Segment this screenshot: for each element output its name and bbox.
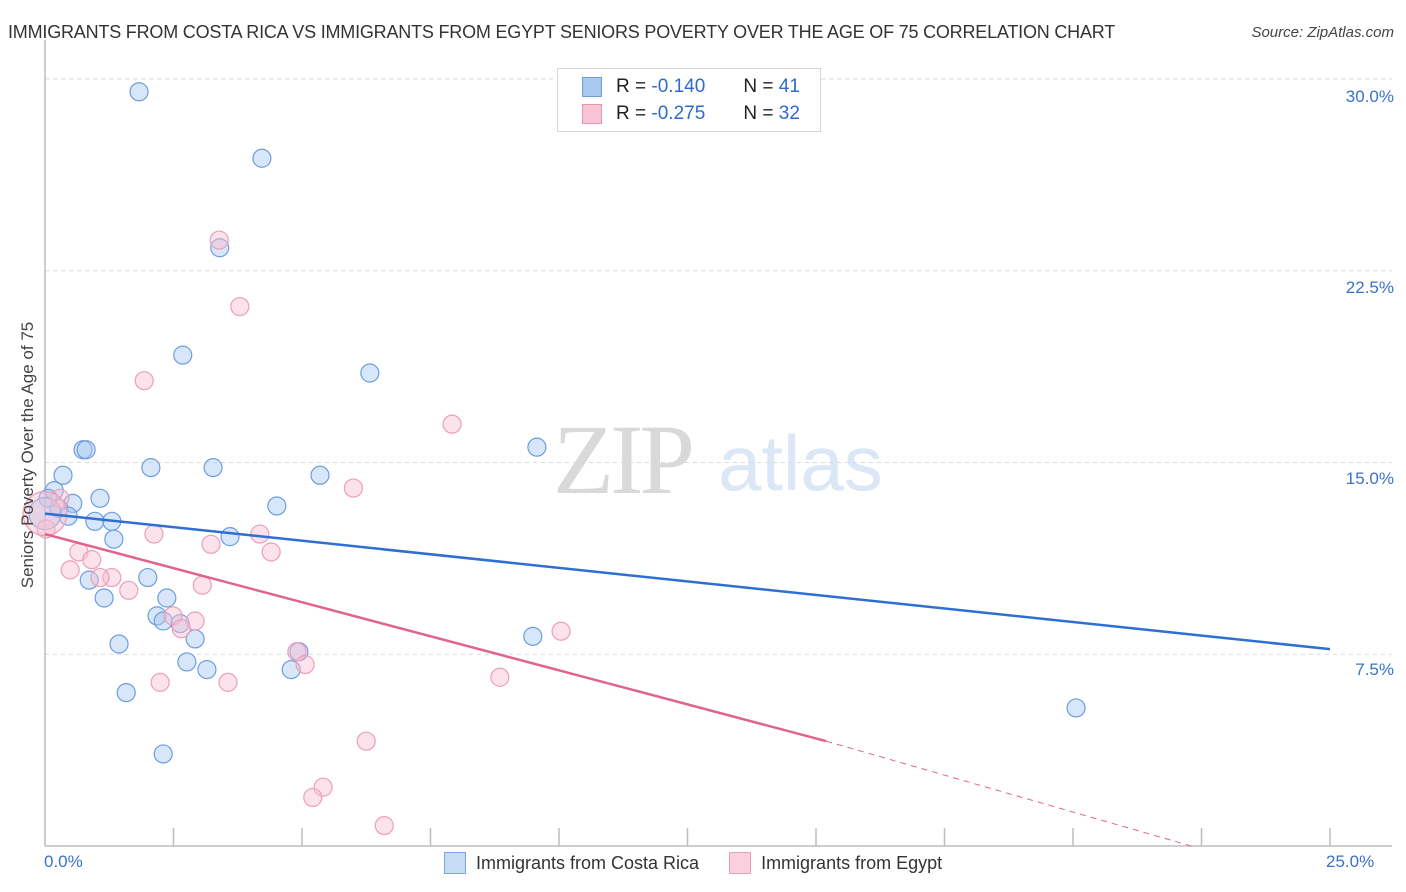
source-label: Source: ZipAtlas.com	[1251, 24, 1394, 41]
legend-item-egypt[interactable]: Immigrants from Egypt	[729, 852, 942, 874]
data-point[interactable]	[197, 659, 217, 680]
data-point[interactable]	[116, 682, 136, 703]
data-point[interactable]	[53, 465, 73, 485]
data-point[interactable]	[230, 296, 250, 317]
data-point[interactable]	[138, 567, 158, 588]
y-tick-7-5: 7.5%	[1355, 660, 1394, 679]
data-point[interactable]	[1066, 698, 1086, 718]
data-point[interactable]	[76, 440, 96, 460]
axes	[44, 40, 1392, 847]
data-point[interactable]	[153, 744, 173, 764]
data-point[interactable]	[60, 560, 80, 580]
data-point[interactable]	[261, 542, 281, 562]
data-point[interactable]	[129, 82, 149, 102]
y-axis-label: Seniors Poverty Over the Age of 75	[18, 321, 37, 589]
y-tick-30: 30.0%	[1345, 87, 1394, 106]
r-value: -0.140	[651, 76, 706, 97]
chart-title: IMMIGRANTS FROM COSTA RICA VS IMMIGRANTS…	[8, 22, 1116, 42]
data-point[interactable]	[90, 567, 110, 588]
data-point[interactable]	[551, 621, 571, 641]
trendlines	[44, 512, 1331, 847]
data-point[interactable]	[250, 524, 270, 544]
data-point[interactable]	[267, 496, 287, 516]
n-value: 32	[778, 103, 800, 124]
data-point[interactable]	[209, 230, 229, 250]
data-point[interactable]	[442, 414, 462, 434]
legend-row-costa-rica: R = -0.140 N = 41	[582, 75, 800, 99]
costa-rica-swatch-icon	[582, 77, 602, 97]
correlation-legend: R = -0.140 N = 41 R = -0.275 N = 32	[557, 68, 821, 132]
data-point[interactable]	[104, 529, 124, 549]
data-point[interactable]	[171, 619, 191, 639]
trendline	[44, 512, 1331, 651]
r-label: R =	[616, 76, 647, 97]
data-point[interactable]	[218, 672, 238, 692]
data-point[interactable]	[310, 465, 330, 485]
data-point[interactable]	[220, 527, 240, 547]
y-tick-22-5: 22.5%	[1345, 278, 1394, 297]
egypt-swatch-icon	[582, 104, 602, 124]
data-point[interactable]	[134, 371, 154, 391]
data-point[interactable]	[203, 458, 223, 478]
r-value: -0.275	[651, 103, 706, 124]
data-point[interactable]	[144, 524, 164, 544]
data-point[interactable]	[157, 588, 177, 608]
data-point[interactable]	[252, 148, 272, 168]
legend-label: Immigrants from Costa Rica	[476, 852, 700, 873]
egypt-swatch-icon	[729, 852, 752, 874]
data-point[interactable]	[85, 511, 105, 531]
data-point[interactable]	[177, 652, 197, 672]
r-label: R =	[616, 103, 647, 124]
data-point[interactable]	[150, 672, 170, 692]
data-point[interactable]	[192, 575, 212, 595]
trendline	[44, 532, 827, 743]
data-points	[22, 82, 1086, 836]
data-point[interactable]	[523, 626, 543, 646]
data-point[interactable]	[343, 478, 363, 498]
data-point[interactable]	[360, 363, 380, 383]
data-point[interactable]	[295, 654, 315, 675]
series-legend: Immigrants from Costa Rica Immigrants fr…	[444, 852, 972, 874]
data-point[interactable]	[153, 611, 173, 631]
gridlines	[45, 78, 1392, 655]
legend-row-egypt: R = -0.275 N = 32	[582, 102, 800, 126]
data-point[interactable]	[36, 519, 56, 539]
x-tick-25: 25.0%	[1326, 852, 1375, 871]
data-point[interactable]	[527, 437, 547, 457]
data-point[interactable]	[201, 534, 221, 554]
legend-item-costa-rica[interactable]: Immigrants from Costa Rica	[444, 852, 699, 874]
data-point[interactable]	[303, 787, 323, 808]
data-point[interactable]	[313, 777, 333, 797]
data-point[interactable]	[94, 588, 114, 608]
data-point[interactable]	[119, 580, 139, 600]
y-tick-15: 15.0%	[1345, 469, 1394, 488]
data-point[interactable]	[90, 488, 110, 508]
watermark-zip: ZIP	[553, 404, 695, 515]
data-point[interactable]	[109, 634, 129, 654]
data-point[interactable]	[147, 606, 167, 626]
costa-rica-swatch-icon	[444, 852, 466, 874]
n-value: 41	[778, 76, 800, 97]
n-label: N =	[743, 76, 774, 97]
data-point[interactable]	[173, 345, 193, 365]
data-point[interactable]	[356, 731, 376, 751]
data-point[interactable]	[210, 238, 230, 258]
data-point[interactable]	[490, 667, 510, 687]
legend-label: Immigrants from Egypt	[761, 852, 943, 873]
data-point[interactable]	[141, 458, 161, 478]
data-point[interactable]	[374, 815, 394, 836]
trendline-extension	[826, 740, 1192, 847]
data-point[interactable]	[82, 550, 102, 570]
n-label: N =	[743, 103, 774, 124]
x-tick-0: 0.0%	[44, 852, 83, 871]
